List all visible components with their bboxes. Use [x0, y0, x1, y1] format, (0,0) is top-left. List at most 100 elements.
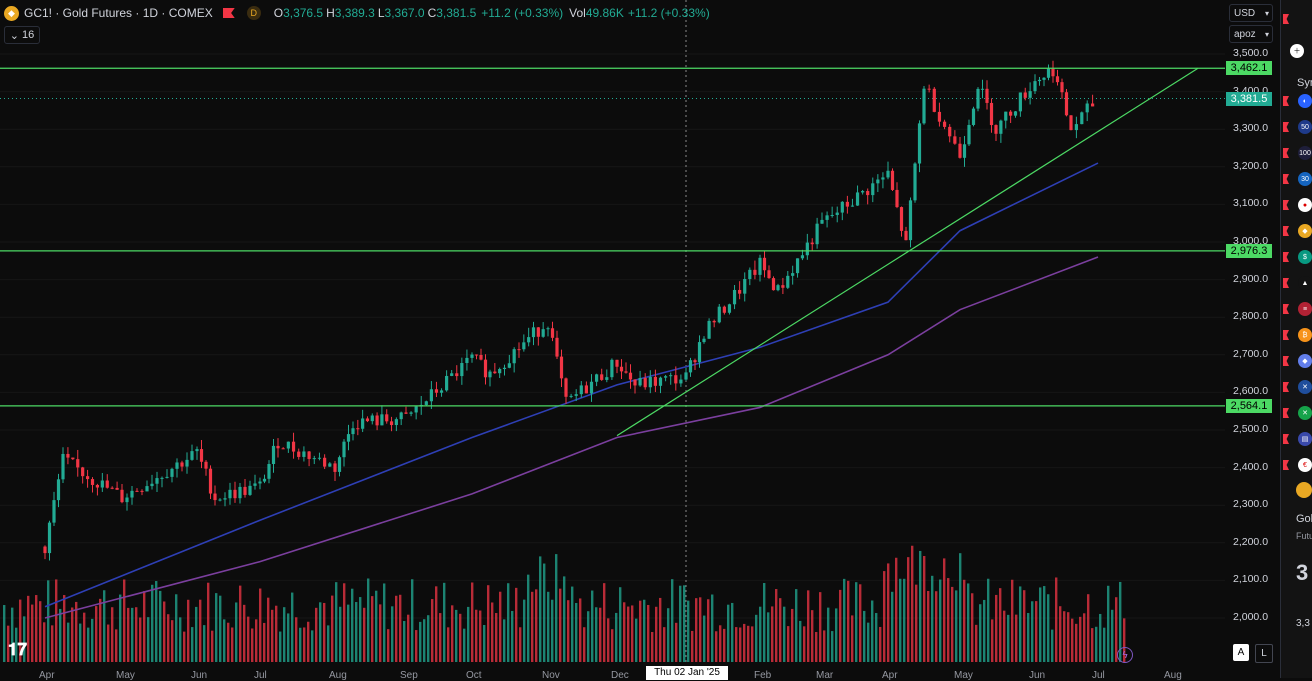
- candle-body: [76, 459, 80, 468]
- month-tick-label: May: [116, 670, 135, 681]
- log-scale-button[interactable]: L: [1255, 644, 1273, 663]
- price-tick-label: 3,200.0: [1233, 159, 1269, 172]
- watchlist-row[interactable]: 50: [1281, 116, 1312, 138]
- watchlist-row[interactable]: €: [1281, 454, 1312, 476]
- volume-bar: [171, 620, 174, 662]
- currency-select[interactable]: USD ▾: [1229, 4, 1273, 22]
- candle-body: [619, 366, 624, 372]
- candle-body: [262, 478, 267, 482]
- candle-body: [291, 441, 296, 452]
- candle-body: [845, 201, 849, 207]
- watchlist-row[interactable]: ◆: [1281, 220, 1312, 242]
- candle-body: [1085, 103, 1089, 113]
- gold-symbol-icon[interactable]: ◆: [4, 5, 19, 21]
- watchlist-add[interactable]: ＋: [1281, 40, 1312, 62]
- volume-bar: [555, 554, 558, 662]
- red-flag-icon[interactable]: [222, 8, 235, 18]
- watchlist-row[interactable]: ▤: [1281, 428, 1312, 450]
- watchlist-row[interactable]: ✕: [1281, 376, 1312, 398]
- volume-bar: [575, 602, 578, 662]
- month-tick-label: Apr: [39, 670, 55, 681]
- volume-bar: [951, 586, 954, 662]
- candle-body: [307, 451, 311, 459]
- volume-bar: [487, 585, 490, 662]
- volume-bar: [467, 606, 470, 662]
- watchlist-row[interactable]: ≡: [1281, 298, 1312, 320]
- candle-body: [890, 170, 895, 190]
- volume-bar: [787, 626, 790, 662]
- price-level-pill[interactable]: 2,976.3: [1226, 243, 1272, 258]
- volume-bar: [63, 595, 66, 662]
- volume-bar: [891, 591, 894, 662]
- volume-bar: [371, 596, 374, 662]
- indicators-collapse-button[interactable]: ⌄ 16: [4, 26, 40, 44]
- price-level-pill[interactable]: 2,564.1: [1226, 398, 1272, 413]
- volume-bar: [775, 589, 778, 662]
- price-chart[interactable]: [0, 0, 1280, 678]
- watchlist-row[interactable]: ₿: [1281, 324, 1312, 346]
- watchlist-row[interactable]: ▲: [1281, 272, 1312, 294]
- watchlist-row[interactable]: $: [1281, 246, 1312, 268]
- watchlist-row[interactable]: ●: [1281, 194, 1312, 216]
- candle-body: [100, 480, 104, 488]
- volume-bar: [271, 609, 274, 662]
- watchlist-row[interactable]: ✕: [1281, 402, 1312, 424]
- lightning-icon[interactable]: ϟ: [1117, 647, 1133, 663]
- watchlist-row[interactable]: 30: [1281, 168, 1312, 190]
- candle-body: [840, 201, 844, 213]
- candle-body: [195, 449, 199, 452]
- volume-bar: [783, 606, 786, 662]
- volume-bar: [523, 599, 526, 662]
- candle-body: [717, 306, 721, 323]
- candle-body: [541, 329, 545, 337]
- volume-bar: [1027, 613, 1030, 662]
- price-tick-label: 2,200.0: [1233, 535, 1269, 548]
- candle-body: [170, 468, 174, 477]
- candle-body: [47, 522, 52, 554]
- candle-body: [886, 170, 890, 178]
- candle-body: [120, 489, 124, 503]
- volume-bar: [243, 604, 246, 662]
- candle-body: [1028, 91, 1032, 98]
- candle-body: [781, 285, 785, 288]
- volume-bar: [723, 628, 726, 662]
- watchlist-row[interactable]: ◆: [1281, 350, 1312, 372]
- candle-body: [895, 189, 899, 208]
- candle-body: [286, 441, 290, 449]
- volume-bar: [947, 578, 950, 662]
- candle-body: [610, 359, 614, 378]
- volume-bar: [335, 582, 338, 662]
- candle-body: [624, 371, 628, 373]
- candle-body: [664, 376, 668, 378]
- volume-bar: [567, 600, 570, 662]
- watchlist-row[interactable]: 100: [1281, 142, 1312, 164]
- candle-body: [697, 342, 702, 363]
- volume-bar: [283, 607, 286, 662]
- tradingview-logo[interactable]: 𝟏𝟕: [8, 640, 27, 659]
- scale-select[interactable]: apoz ▾: [1229, 25, 1273, 43]
- price-tick-label: 2,500.0: [1233, 423, 1269, 435]
- volume-bar: [991, 619, 994, 662]
- candle-body: [361, 418, 365, 429]
- candle-body: [1004, 111, 1008, 121]
- candle-body: [569, 395, 573, 397]
- volume-bar: [447, 627, 450, 662]
- volume-bar: [127, 607, 130, 662]
- price-level-pill[interactable]: 3,462.1: [1226, 61, 1272, 76]
- volume-bar: [663, 627, 666, 662]
- symbol-title[interactable]: GC1! · Gold Futures · 1D · COMEX: [24, 6, 213, 20]
- volume-bar: [95, 606, 98, 662]
- volume-bar: [479, 610, 482, 662]
- candle-body: [470, 354, 474, 358]
- auto-scale-button[interactable]: A: [1233, 644, 1249, 661]
- volume-bar: [211, 630, 214, 662]
- flag-icon: [1283, 382, 1289, 392]
- volume-bar: [75, 601, 78, 662]
- candle-body: [994, 125, 998, 134]
- watchlist-row[interactable]: ◐: [1281, 90, 1312, 112]
- dow-icon: 30: [1298, 172, 1312, 186]
- candle-body: [346, 434, 351, 442]
- month-tick-label: Jul: [1092, 670, 1105, 681]
- price-level-pill[interactable]: 3,381.5: [1226, 91, 1272, 106]
- watchlist-header[interactable]: [1281, 8, 1312, 30]
